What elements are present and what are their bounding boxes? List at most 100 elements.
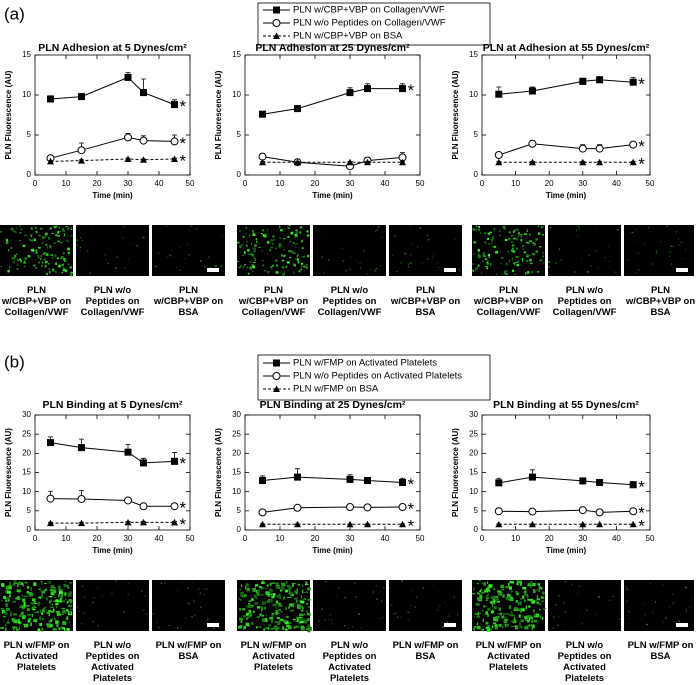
x-tick-label: 0 bbox=[480, 534, 485, 543]
micrograph-speck bbox=[419, 227, 422, 229]
micrograph-speck bbox=[363, 249, 365, 252]
micrograph-speck bbox=[477, 249, 480, 252]
micrograph-speck bbox=[64, 592, 67, 596]
micrograph-speck bbox=[199, 260, 202, 262]
micrograph-speck bbox=[269, 617, 274, 620]
micrograph-speck bbox=[360, 627, 363, 629]
y-tick-label: 15 bbox=[469, 50, 478, 59]
marker bbox=[47, 95, 54, 103]
micrograph-speck bbox=[51, 232, 54, 234]
micrograph-speck bbox=[183, 258, 186, 260]
micrograph bbox=[389, 580, 462, 631]
micrograph-speck bbox=[281, 259, 284, 262]
micrograph-speck bbox=[49, 588, 55, 592]
micrograph-speck bbox=[241, 584, 243, 588]
micrograph-speck bbox=[283, 620, 287, 623]
micrograph-speck bbox=[508, 586, 512, 590]
micrograph-speck bbox=[105, 259, 108, 261]
micrograph-speck bbox=[276, 626, 279, 630]
image-caption: PLN w/CBP+VBP on BSA bbox=[153, 285, 224, 318]
marker bbox=[171, 155, 178, 162]
micrograph bbox=[76, 580, 149, 631]
micrograph-speck bbox=[512, 257, 514, 259]
micrograph-speck bbox=[242, 608, 246, 611]
micrograph-speck bbox=[293, 609, 295, 611]
micrograph-speck bbox=[377, 226, 380, 228]
micrograph-speck bbox=[542, 262, 545, 264]
micrograph-speck bbox=[67, 592, 72, 597]
micrograph-speck bbox=[532, 624, 535, 629]
micrograph-speck bbox=[245, 612, 249, 616]
marker bbox=[47, 157, 54, 165]
micrograph-speck bbox=[486, 237, 489, 240]
legend-box bbox=[257, 354, 491, 401]
micrograph-speck bbox=[170, 255, 172, 257]
micrograph-speck bbox=[504, 623, 507, 626]
micrograph-speck bbox=[506, 593, 511, 597]
micrograph-speck bbox=[401, 580, 403, 582]
micrograph-speck bbox=[304, 598, 306, 600]
marker bbox=[528, 473, 536, 481]
micrograph-speck bbox=[530, 581, 533, 585]
micrograph-speck bbox=[57, 611, 61, 615]
micrograph-speck bbox=[493, 616, 497, 621]
micrograph-speck bbox=[520, 601, 522, 606]
micrograph-speck bbox=[246, 587, 250, 592]
marker bbox=[578, 144, 587, 153]
micrograph-speck bbox=[271, 614, 274, 618]
micrograph-speck bbox=[491, 603, 494, 608]
micrograph-speck bbox=[491, 600, 496, 603]
micrograph-speck bbox=[179, 269, 181, 271]
micrograph-speck bbox=[303, 619, 308, 624]
micrograph-speck bbox=[67, 247, 70, 251]
micrograph-speck bbox=[249, 613, 253, 617]
micrograph-speck bbox=[529, 233, 531, 236]
micrograph-speck bbox=[271, 596, 275, 599]
significance-mark: * bbox=[408, 81, 415, 100]
micrograph-speck bbox=[28, 238, 31, 241]
micrograph-speck bbox=[181, 581, 183, 583]
micrograph-speck bbox=[530, 585, 532, 589]
micrograph-speck bbox=[6, 239, 8, 242]
micrograph-speck bbox=[329, 614, 332, 616]
marker bbox=[364, 158, 371, 166]
micrograph-speck bbox=[492, 596, 496, 598]
micrograph-speck bbox=[496, 273, 498, 275]
micrograph-speck bbox=[476, 615, 480, 618]
micrograph-speck bbox=[512, 230, 515, 233]
marker bbox=[595, 144, 604, 153]
micrograph-speck bbox=[57, 585, 61, 590]
micrograph-speck bbox=[283, 595, 286, 599]
micrograph-speck bbox=[295, 232, 299, 234]
micrograph-speck bbox=[262, 229, 264, 232]
micrograph-speck bbox=[496, 595, 499, 599]
micrograph-speck bbox=[299, 231, 302, 234]
micrograph-speck bbox=[300, 617, 304, 621]
micrograph-speck bbox=[536, 601, 539, 604]
micrograph-speck bbox=[32, 604, 36, 607]
micrograph-speck bbox=[409, 262, 412, 264]
micrograph-speck bbox=[485, 599, 489, 602]
micrograph-speck bbox=[292, 583, 294, 588]
micrograph-speck bbox=[70, 271, 73, 274]
micrograph-speck bbox=[76, 239, 79, 241]
micrograph-speck bbox=[300, 626, 305, 631]
micrograph-speck bbox=[526, 259, 528, 262]
micrograph-speck bbox=[5, 597, 9, 599]
micrograph-speck bbox=[299, 226, 303, 229]
micrograph-speck bbox=[221, 234, 223, 236]
micrograph-speck bbox=[520, 608, 522, 613]
micrograph-speck bbox=[538, 588, 540, 592]
marker bbox=[124, 496, 132, 505]
micrograph-speck bbox=[213, 627, 215, 630]
micrograph-speck bbox=[323, 619, 326, 621]
y-axis-label: PLN Fluorescence (AU) bbox=[451, 428, 460, 517]
marker bbox=[259, 110, 266, 118]
micrograph-speck bbox=[343, 625, 346, 627]
micrograph-speck bbox=[252, 610, 255, 613]
micrograph-speck bbox=[286, 596, 292, 598]
significance-mark: * bbox=[638, 155, 645, 174]
marker bbox=[495, 90, 503, 98]
micrograph-speck bbox=[284, 254, 286, 257]
micrograph-speck bbox=[65, 226, 69, 228]
